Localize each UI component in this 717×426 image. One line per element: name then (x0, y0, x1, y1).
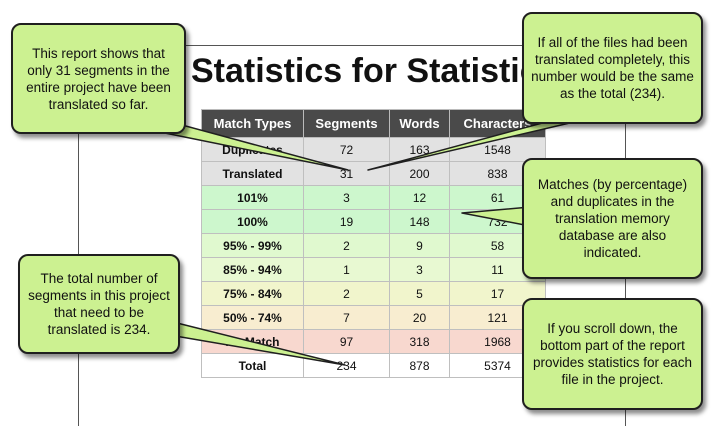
header-words: Words (389, 109, 450, 138)
table-row: 85% - 94% 1 3 11 (201, 257, 546, 282)
segments-cell: 72 (303, 137, 390, 162)
words-cell: 20 (389, 305, 450, 330)
statistics-table: Match Types Segments Words Characters Du… (201, 109, 546, 378)
header-match-types: Match Types (201, 109, 304, 138)
segments-cell: 234 (303, 353, 390, 378)
words-cell: 163 (389, 137, 450, 162)
table-row: Total 234 878 5374 (201, 353, 546, 378)
words-cell: 12 (389, 185, 450, 210)
segments-cell: 19 (303, 209, 390, 234)
segments-cell: 7 (303, 305, 390, 330)
row-label: Total (201, 353, 304, 378)
table-row: Translated 31 200 838 (201, 161, 546, 186)
header-segments: Segments (303, 109, 390, 138)
words-cell: 878 (389, 353, 450, 378)
table-row: 100% 19 148 732 (201, 209, 546, 234)
table-row: 95% - 99% 2 9 58 (201, 233, 546, 258)
row-label: 100% (201, 209, 304, 234)
table-row: 50% - 74% 7 20 121 (201, 305, 546, 330)
callout-scroll: If you scroll down, the bottom part of t… (522, 298, 703, 410)
table-row: 75% - 84% 2 5 17 (201, 281, 546, 306)
row-label: 101% (201, 185, 304, 210)
row-label: 85% - 94% (201, 257, 304, 282)
table-row: Duplicates 72 163 1548 (201, 137, 546, 162)
segments-cell: 97 (303, 329, 390, 354)
callout-total: The total number of segments in this pro… (18, 254, 180, 354)
words-cell: 318 (389, 329, 450, 354)
segments-cell: 31 (303, 161, 390, 186)
row-label: Translated (201, 161, 304, 186)
callout-translated: This report shows that only 31 segments … (11, 23, 186, 134)
callout-matches: Matches (by percentage) and duplicates i… (522, 158, 703, 279)
table-row: 101% 3 12 61 (201, 185, 546, 210)
table-header-row: Match Types Segments Words Characters (201, 109, 546, 138)
segments-cell: 2 (303, 281, 390, 306)
row-label: 50% - 74% (201, 305, 304, 330)
table-row: No Match 97 318 1968 (201, 329, 546, 354)
words-cell: 200 (389, 161, 450, 186)
segments-cell: 1 (303, 257, 390, 282)
words-cell: 9 (389, 233, 450, 258)
row-label: Duplicates (201, 137, 304, 162)
row-label: 75% - 84% (201, 281, 304, 306)
row-label: No Match (201, 329, 304, 354)
callout-complete: If all of the files had been translated … (522, 12, 703, 124)
segments-cell: 3 (303, 185, 390, 210)
row-label: 95% - 99% (201, 233, 304, 258)
words-cell: 3 (389, 257, 450, 282)
words-cell: 5 (389, 281, 450, 306)
segments-cell: 2 (303, 233, 390, 258)
words-cell: 148 (389, 209, 450, 234)
